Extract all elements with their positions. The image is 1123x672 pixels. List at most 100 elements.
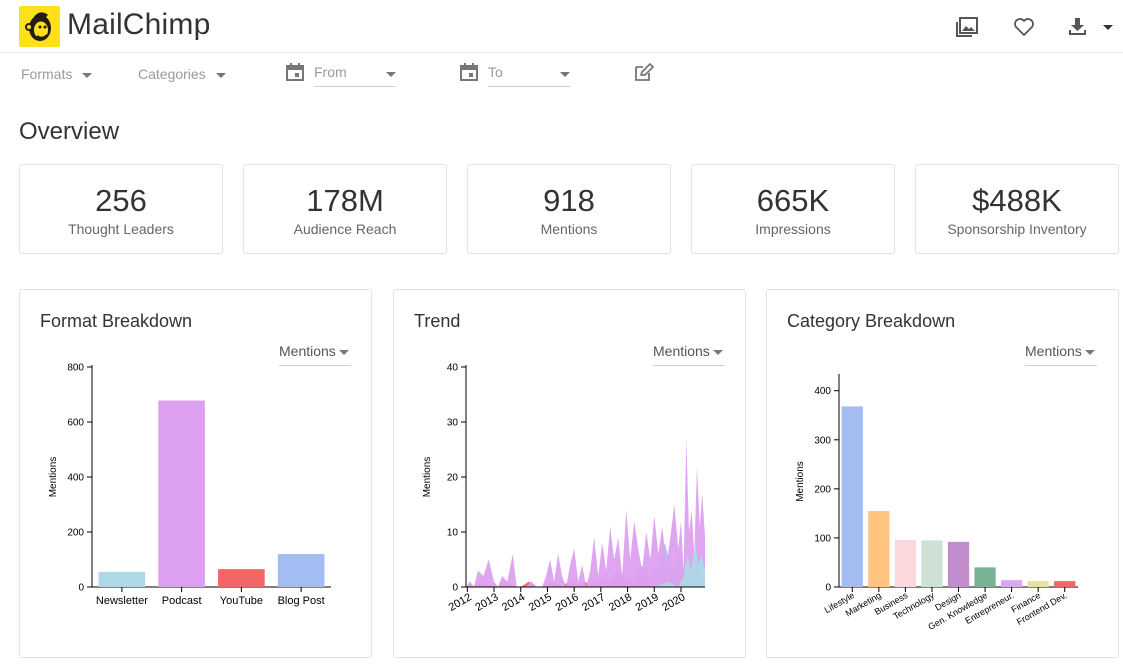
y-axis-label: Mentions [795,461,806,502]
stat-card-mentions: 918 Mentions [467,164,671,254]
stat-label: Sponsorship Inventory [947,221,1087,237]
y-tick-label: 0 [452,583,458,594]
y-tick-label: 0 [78,583,84,594]
y-tick-label: 30 [447,418,459,429]
x-tick-label: 2017 [580,591,607,614]
stat-label: Thought Leaders [68,221,174,237]
download-icon[interactable] [1067,14,1089,40]
metric-select-value: Mentions [279,343,336,359]
caret-down-icon [560,72,570,77]
bar [1000,580,1023,587]
stat-value: 178M [306,183,384,218]
overview-title: Overview [19,118,120,145]
categories-filter-dropdown[interactable]: Categories [138,66,226,82]
stat-card-sponsorship-inventory: $488K Sponsorship Inventory [915,164,1119,254]
caret-down-icon [215,72,226,78]
bar [947,541,970,587]
x-tick-label: Podcast [162,595,202,607]
metric-select-value: Mentions [1025,343,1082,359]
y-axis-label: Mentions [48,457,59,498]
trend-metric-select[interactable]: Mentions [653,343,725,366]
y-tick-label: 0 [825,583,831,594]
y-tick-label: 800 [67,363,84,374]
bar [218,569,265,587]
y-tick-label: 200 [814,484,831,495]
bar [158,400,205,587]
stat-label: Mentions [540,221,598,237]
area-series [466,543,705,587]
y-tick-label: 400 [814,386,831,397]
from-date-input[interactable]: From [314,61,396,87]
panel-title: Trend [414,311,461,331]
x-tick-label: 2018 [607,591,634,614]
stat-value: 665K [756,183,830,218]
caret-down-icon [82,72,93,78]
category-breakdown-panel: Category Breakdown Mentions 0 100 200 300 40… [766,289,1119,658]
filter-bar: Formats Categories From To [0,54,1123,94]
y-tick-label: 10 [447,528,459,539]
bar [921,540,943,587]
panel-title: Category Breakdown [787,311,956,331]
x-tick-label: 2019 [634,591,661,614]
calendar-icon[interactable] [285,62,305,82]
format-breakdown-panel: Format Breakdown Mentions 0 200 400 600 800 M… [19,289,372,658]
bar [1027,581,1049,587]
y-tick-label: 300 [814,435,831,446]
formats-filter-label: Formats [21,66,73,82]
edit-icon[interactable] [633,62,654,82]
bar [868,510,890,587]
area-series [466,438,705,587]
stat-card-audience-reach: 178M Audience Reach [243,164,447,254]
formats-filter-dropdown[interactable]: Formats [21,66,93,82]
x-tick-label: 2013 [473,591,500,614]
stat-label: Impressions [755,221,831,237]
stat-value: 256 [95,183,147,218]
download-menu-caret-icon[interactable] [1101,14,1115,40]
caret-down-icon [339,350,349,355]
caret-down-icon [713,350,723,355]
format-metric-select[interactable]: Mentions [279,343,351,366]
stat-value: 918 [543,183,595,218]
x-tick-label: 2016 [553,591,580,614]
y-tick-label: 400 [67,473,84,484]
stat-value: $488K [972,183,1062,218]
stat-card-impressions: 665K Impressions [691,164,895,254]
bar [98,571,146,587]
heart-icon[interactable] [1011,14,1037,40]
x-tick-label: YouTube [220,595,263,607]
stat-label: Audience Reach [293,221,397,237]
mailchimp-logo[interactable] [19,6,60,47]
to-date-placeholder: To [488,64,503,80]
bar [1054,581,1076,587]
category-metric-select[interactable]: Mentions [1025,343,1097,366]
x-tick-label: 2014 [500,591,527,614]
category-breakdown-chart: 0100200300400MentionsLifestyleMarketingB… [795,374,1078,632]
image-gallery-icon[interactable] [954,14,980,40]
x-tick-label: 2015 [527,591,554,614]
panel-title: Format Breakdown [40,311,193,331]
stat-card-thought-leaders: 256 Thought Leaders [19,164,223,254]
to-date-input[interactable]: To [488,61,570,87]
bar [974,567,996,587]
caret-down-icon [1085,350,1095,355]
categories-filter-label: Categories [138,66,206,82]
x-tick-label: Blog Post [278,595,325,607]
bar [277,554,325,587]
app-header: MailChimp [0,0,1123,53]
x-tick-label: 2020 [660,591,687,614]
y-tick-label: 20 [447,473,459,484]
bar [841,406,863,587]
x-tick-label: 2012 [447,591,474,614]
y-tick-label: 200 [67,528,84,539]
y-tick-label: 100 [814,533,831,544]
x-tick-label: Newsletter [96,595,148,607]
y-tick-label: 600 [67,418,84,429]
from-date-placeholder: From [314,64,347,80]
bar [894,539,917,587]
caret-down-icon [386,72,396,77]
y-tick-label: 40 [447,363,459,374]
app-title: MailChimp [67,8,211,41]
calendar-icon[interactable] [459,62,479,82]
trend-panel: Trend Mentions 0 10 20 30 40 Mentions 2012 2013… [393,289,746,658]
